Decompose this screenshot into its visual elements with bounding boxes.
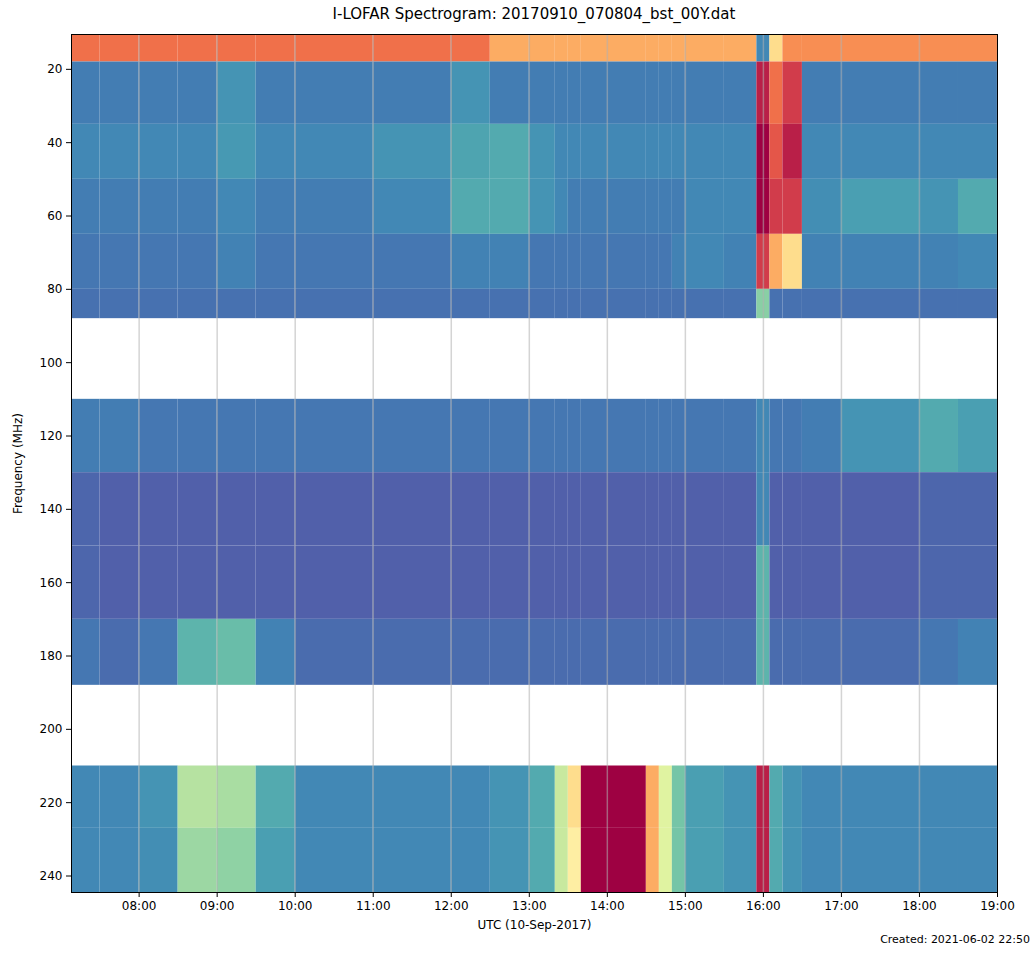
svg-text:20: 20	[47, 62, 62, 76]
svg-text:18:00: 18:00	[902, 899, 937, 913]
svg-text:120: 120	[40, 429, 63, 443]
svg-text:140: 140	[40, 502, 63, 516]
svg-text:80: 80	[47, 282, 62, 296]
html-text:Created: 2021-06-02 22:50: Created: 2021-06-02 22:50	[880, 933, 1030, 946]
svg-text:180: 180	[40, 649, 63, 663]
svg-text:60: 60	[47, 209, 62, 223]
svg-text:14:00: 14:00	[590, 899, 625, 913]
svg-text:11:00: 11:00	[356, 899, 391, 913]
svg-text:08:00: 08:00	[122, 899, 157, 913]
svg-text:15:00: 15:00	[668, 899, 703, 913]
html-text:I-LOFAR Spectrogram: 20170910_: I-LOFAR Spectrogram: 20170910_070804_bst…	[332, 5, 736, 23]
svg-text:13:00: 13:00	[512, 899, 547, 913]
svg-text:Frequency (MHz): Frequency (MHz)	[11, 413, 25, 514]
svg-text:160: 160	[40, 576, 63, 590]
svg-text:19:00: 19:00	[980, 899, 1015, 913]
svg-text:17:00: 17:00	[824, 899, 859, 913]
svg-text:220: 220	[40, 796, 63, 810]
svg-text:40: 40	[47, 136, 62, 150]
svg-text:100: 100	[40, 356, 63, 370]
svg-text:09:00: 09:00	[200, 899, 235, 913]
svg-text:UTC (10-Sep-2017): UTC (10-Sep-2017)	[477, 918, 591, 932]
svg-text:200: 200	[40, 722, 63, 736]
svg-text:16:00: 16:00	[746, 899, 781, 913]
svg-text:10:00: 10:00	[278, 899, 313, 913]
svg-text:240: 240	[40, 869, 63, 883]
svg-text:12:00: 12:00	[434, 899, 469, 913]
